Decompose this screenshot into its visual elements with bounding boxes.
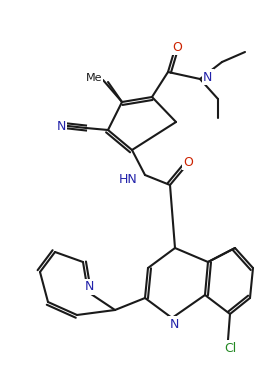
Text: N: N (203, 71, 212, 84)
Text: HN: HN (118, 173, 137, 186)
Text: Cl: Cl (224, 342, 236, 354)
Text: N: N (56, 120, 66, 133)
Text: O: O (183, 155, 193, 168)
Text: O: O (172, 40, 182, 53)
Text: Me: Me (86, 73, 102, 83)
Text: N: N (169, 317, 179, 330)
Text: N: N (84, 280, 94, 293)
